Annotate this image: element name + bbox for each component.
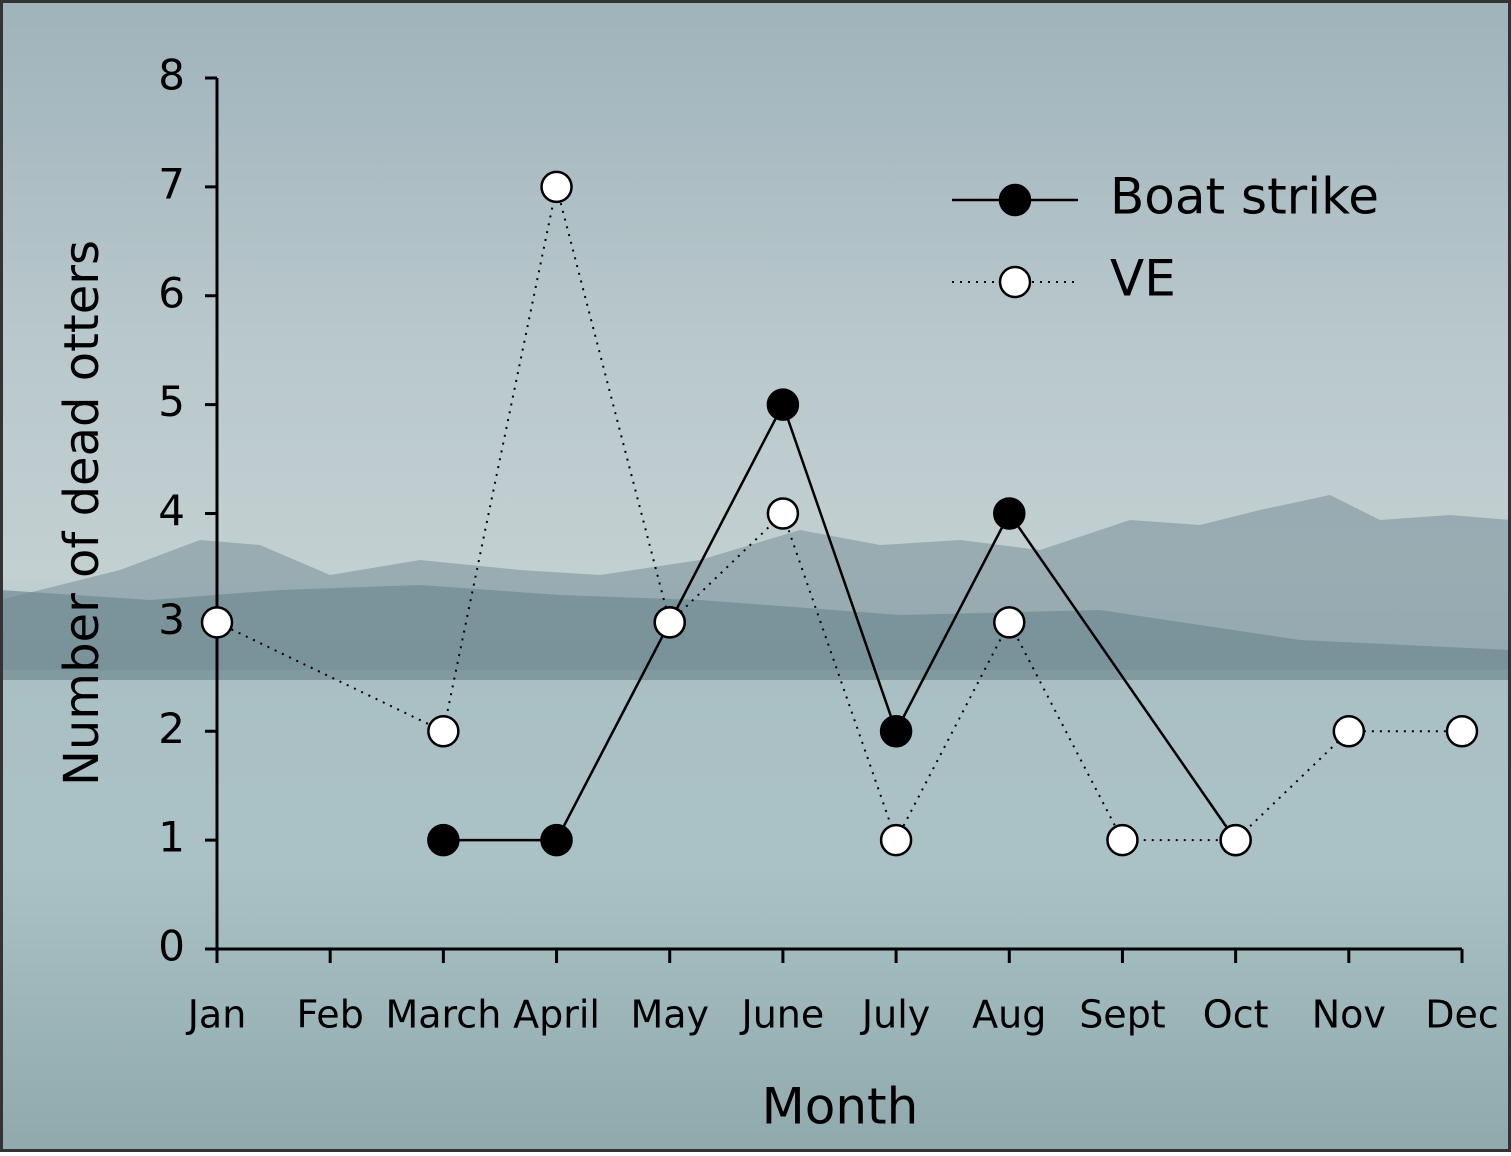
y-axis-label: Number of dead otters <box>54 240 110 786</box>
marker <box>1106 823 1139 857</box>
x-tick-label: April <box>513 993 600 1037</box>
x-tick-label: Jan <box>186 993 247 1037</box>
x-tick-label: Feb <box>297 993 364 1037</box>
series-line <box>216 186 1462 843</box>
y-tick-label: 1 <box>158 813 185 862</box>
legend-label: VE <box>1110 250 1176 308</box>
marker <box>1332 715 1366 748</box>
y-tick-label: 5 <box>158 377 185 426</box>
legend-label: Boat strike <box>1110 168 1379 226</box>
x-tick-label: July <box>860 993 930 1037</box>
marker <box>540 823 573 857</box>
marker <box>993 606 1026 639</box>
x-tick-label: Aug <box>972 993 1046 1037</box>
y-tick-label: 3 <box>158 595 185 644</box>
x-tick-label: Nov <box>1312 993 1386 1037</box>
y-tick-label: 4 <box>158 486 185 535</box>
x-axis-label: Month <box>762 1078 919 1136</box>
marker <box>200 606 234 639</box>
x-tick-label: June <box>740 993 825 1037</box>
marker <box>766 388 800 421</box>
marker <box>879 715 913 748</box>
marker <box>653 606 686 639</box>
x-tick-label: Dec <box>1425 993 1499 1037</box>
hills <box>0 585 1511 680</box>
x-tick-label: March <box>385 993 501 1037</box>
marker <box>879 823 913 857</box>
y-tick-label: 7 <box>158 159 185 208</box>
x-tick-label: May <box>630 993 709 1037</box>
x-tick-label: Sept <box>1079 993 1166 1037</box>
legend-marker <box>998 265 1032 299</box>
marker <box>1219 823 1252 857</box>
marker <box>427 715 460 748</box>
y-tick-label: 8 <box>158 51 185 100</box>
x-tick-label: Oct <box>1203 993 1269 1037</box>
marker <box>427 823 460 857</box>
marker <box>993 497 1026 530</box>
y-tick-label: 6 <box>158 268 185 317</box>
y-tick-label: 0 <box>158 922 185 971</box>
marker <box>766 497 800 530</box>
marker <box>540 170 573 204</box>
marker <box>1445 715 1479 748</box>
legend-marker <box>998 183 1032 217</box>
y-tick-label: 2 <box>158 704 185 753</box>
